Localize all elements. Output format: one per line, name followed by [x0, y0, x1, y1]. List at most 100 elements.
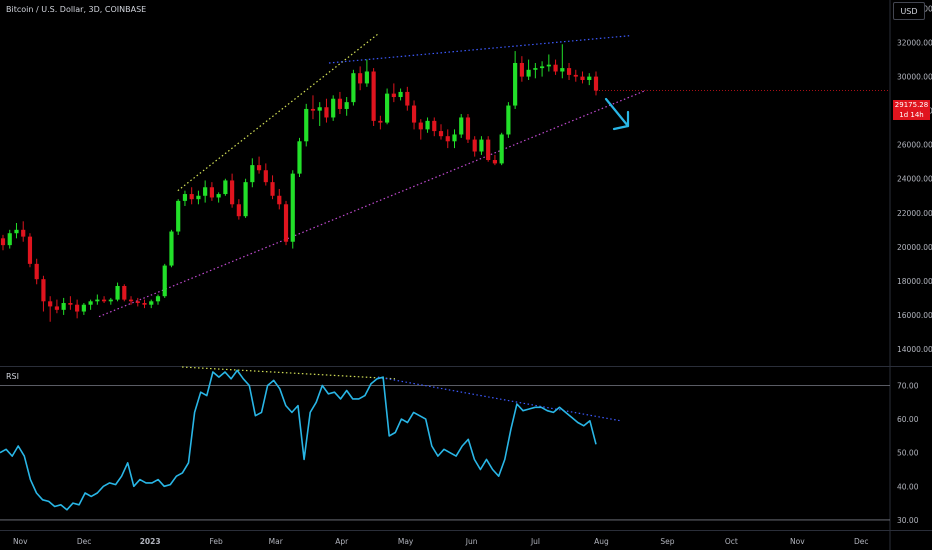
- candle-body: [418, 122, 423, 130]
- candle-body: [371, 71, 376, 121]
- candle-body: [566, 68, 572, 75]
- candle-body: [81, 304, 86, 312]
- candle-body: [432, 120, 437, 132]
- rsi-tick-label: 70.00: [897, 381, 919, 390]
- candle-body: [580, 76, 585, 81]
- candle-body: [122, 285, 127, 300]
- time-tick-label: Dec: [77, 537, 92, 546]
- time-tick-label: Jul: [530, 537, 540, 546]
- candle-body: [385, 93, 390, 123]
- candle-body: [270, 182, 275, 196]
- candle-body: [7, 233, 12, 246]
- candle-body: [176, 200, 181, 232]
- candle-body: [593, 76, 599, 91]
- candle-body: [533, 68, 538, 70]
- candle-body: [189, 194, 194, 200]
- candle-body: [526, 69, 531, 77]
- candle-body: [203, 187, 208, 196]
- rsi-tick-label: 50.00: [897, 449, 919, 458]
- candle-body: [398, 91, 403, 98]
- chart-title: Bitcoin / U.S. Dollar, 3D, COINBASE: [6, 5, 147, 14]
- time-tick-label: Nov: [790, 537, 805, 546]
- candle-body: [14, 229, 19, 234]
- arrow-head: [612, 110, 630, 131]
- candle-body: [61, 303, 66, 310]
- candle-body: [162, 265, 167, 297]
- candle-body: [135, 301, 140, 304]
- candle-body: [169, 231, 174, 266]
- candle-body: [108, 299, 113, 302]
- price-trendline: [177, 33, 379, 192]
- price-tick-label: 30000.00: [897, 73, 932, 82]
- price-tick-label: 32000.00: [897, 39, 932, 48]
- candle-body: [438, 131, 444, 137]
- candle-body: [506, 105, 511, 135]
- candle-body: [304, 108, 309, 142]
- candle-body: [155, 296, 161, 302]
- candle-body: [209, 187, 214, 198]
- candle-body: [411, 105, 417, 123]
- candle-body: [27, 236, 33, 264]
- rsi-tick-label: 40.00: [897, 482, 919, 491]
- candle-body: [95, 299, 100, 302]
- price-tick-label: 16000.00: [897, 311, 932, 320]
- time-tick-label: Dec: [854, 537, 869, 546]
- rsi-tick-label: 60.00: [897, 415, 919, 424]
- candle-body: [587, 76, 592, 81]
- price-trendline: [328, 35, 630, 64]
- candle-body: [283, 204, 289, 242]
- candle-body: [492, 160, 498, 164]
- candle-body: [573, 74, 578, 77]
- candle-body: [34, 263, 39, 280]
- candle-body: [445, 136, 450, 142]
- time-tick-label: Sep: [660, 537, 674, 546]
- candle-body: [358, 73, 363, 84]
- candle-body: [553, 64, 558, 72]
- candle-body: [21, 229, 26, 237]
- price-tick-label: 14000.00: [897, 345, 932, 354]
- candle-body: [48, 301, 53, 307]
- candle-body: [149, 301, 154, 305]
- candle-body: [479, 139, 484, 152]
- candle-body: [41, 279, 46, 302]
- time-tick-label: Aug: [594, 537, 609, 546]
- candle-body: [230, 180, 235, 205]
- time-tick-label: Feb: [209, 537, 223, 546]
- candle-body: [277, 195, 282, 205]
- candle-body: [101, 299, 107, 302]
- candle-body: [331, 98, 336, 118]
- candle-body: [405, 91, 410, 106]
- candle-body: [546, 64, 551, 67]
- currency-button[interactable]: USD: [893, 2, 925, 20]
- price-tick-label: 18000.00: [897, 277, 932, 286]
- candle-body: [236, 204, 241, 217]
- candle-body: [513, 62, 518, 106]
- rsi-label: RSI: [6, 372, 19, 381]
- candle-body: [324, 107, 329, 118]
- time-tick-label: Nov: [13, 537, 28, 546]
- candle-body: [425, 120, 430, 130]
- candle-body: [337, 98, 343, 109]
- rsi-tick-label: 30.00: [897, 516, 919, 525]
- candle-body: [560, 68, 565, 72]
- price-trendline: [98, 89, 647, 318]
- candle-body: [540, 66, 545, 69]
- candle-body: [68, 303, 73, 305]
- arrow-shaft: [604, 97, 630, 128]
- candle-body: [223, 180, 228, 195]
- candle-body: [263, 170, 268, 183]
- candle-body: [351, 73, 356, 103]
- candle-body: [0, 238, 6, 246]
- last-price-value: 29175.28: [894, 101, 929, 109]
- candle-body: [310, 108, 316, 111]
- candle-body: [196, 195, 201, 200]
- candle-body: [465, 117, 471, 140]
- candle-body: [391, 93, 396, 98]
- candle-body: [115, 285, 120, 300]
- candle-body: [128, 299, 134, 302]
- candle-body: [88, 301, 93, 305]
- time-tick-label: Apr: [335, 537, 349, 546]
- price-tick-label: 24000.00: [897, 175, 932, 184]
- bar-countdown: 1d 14h: [899, 111, 924, 119]
